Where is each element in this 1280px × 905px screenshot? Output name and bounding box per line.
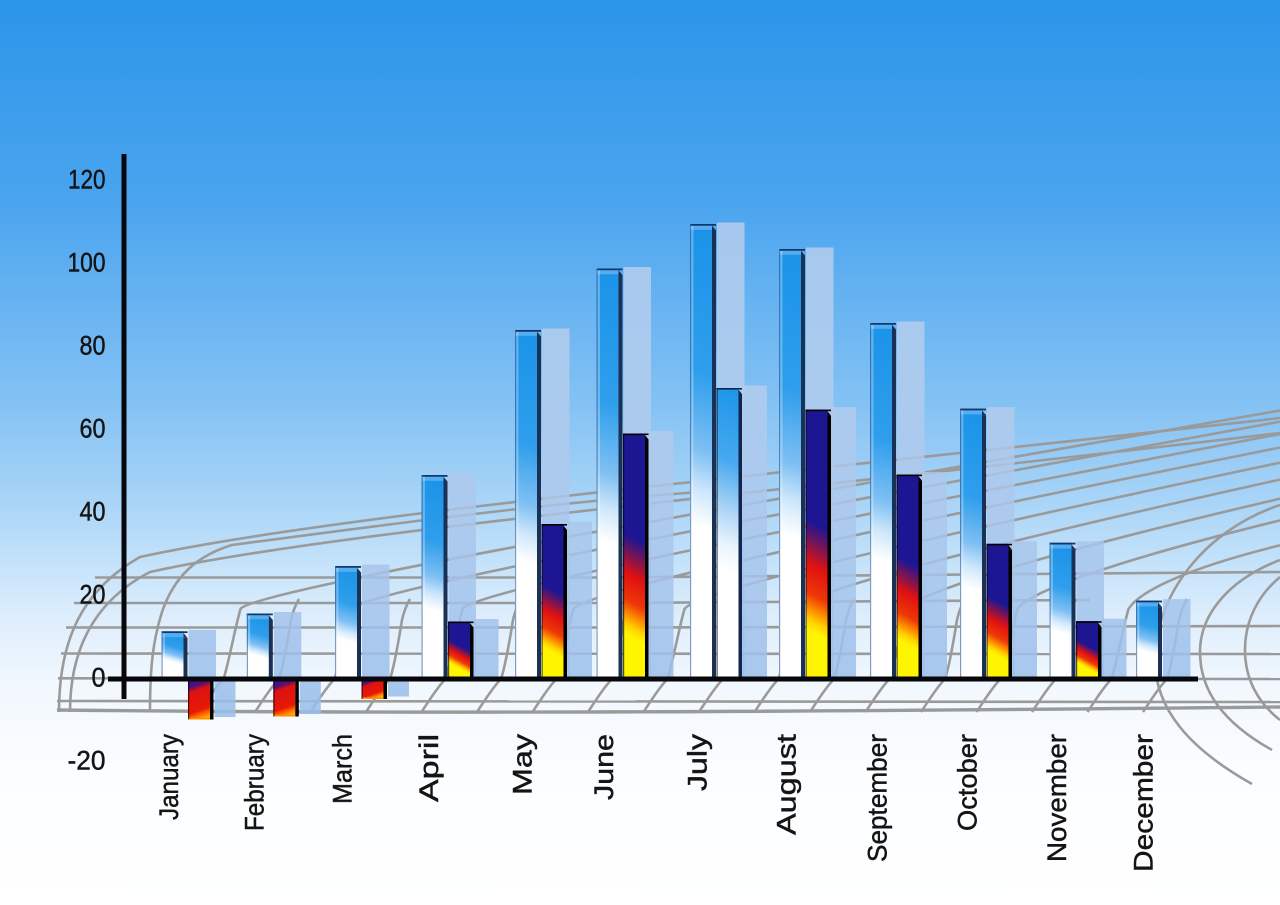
svg-text:March: March — [328, 734, 358, 804]
svg-text:August: August — [772, 733, 802, 835]
svg-text:100: 100 — [68, 248, 106, 278]
svg-text:May: May — [508, 733, 538, 795]
svg-text:80: 80 — [80, 331, 106, 361]
svg-text:0: 0 — [92, 663, 106, 693]
svg-text:-20: -20 — [68, 746, 106, 776]
svg-text:June: June — [589, 734, 619, 800]
svg-text:60: 60 — [80, 414, 106, 444]
svg-text:November: November — [1042, 734, 1072, 862]
svg-text:January: January — [154, 734, 184, 820]
svg-text:40: 40 — [80, 497, 106, 527]
svg-text:20: 20 — [80, 580, 106, 610]
svg-text:February: February — [239, 734, 269, 831]
svg-text:December: December — [1129, 734, 1159, 872]
svg-text:April: April — [414, 734, 444, 802]
svg-text:July: July — [683, 733, 713, 791]
svg-text:October: October — [953, 734, 983, 831]
svg-text:September: September — [863, 734, 893, 862]
svg-text:120: 120 — [68, 165, 106, 195]
